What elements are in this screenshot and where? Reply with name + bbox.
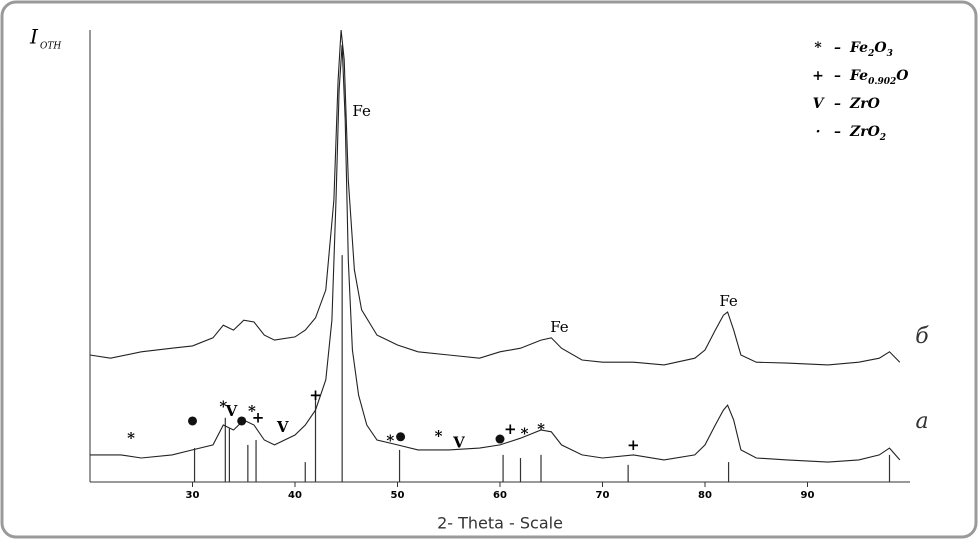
- legend-subscript: 0.902: [868, 77, 896, 87]
- legend-symbol: +: [812, 68, 824, 84]
- legend-symbol: V: [813, 96, 826, 112]
- phase-marker: *: [435, 427, 443, 445]
- x-tick-label: 30: [186, 490, 200, 501]
- phase-marker: [237, 416, 247, 426]
- phase-marker: [188, 416, 197, 426]
- x-tick-label: 60: [493, 490, 507, 501]
- legend-text: ZrO: [849, 96, 881, 112]
- phase-marker: *: [537, 420, 545, 438]
- legend-symbol: ·: [816, 124, 821, 140]
- data-line: [90, 44, 901, 463]
- legend-text: O: [896, 68, 909, 84]
- x-tick-label: 40: [288, 490, 302, 501]
- legend-text: Fe: [849, 68, 868, 84]
- peak-label: Fe: [352, 102, 371, 120]
- phase-marker: +: [252, 409, 265, 427]
- peak-label: Fe: [719, 292, 738, 310]
- x-tick-label: 90: [801, 490, 815, 501]
- legend-text: O: [874, 40, 887, 56]
- x-tick-label: 70: [596, 490, 610, 501]
- series-label: а: [915, 409, 928, 434]
- legend-subscript: 2: [867, 49, 874, 59]
- phase-marker: [396, 432, 406, 442]
- phase-marker: *: [521, 425, 529, 443]
- legend-label: ZrO2: [849, 124, 886, 143]
- y-axis-label: I: [29, 25, 39, 49]
- x-axis-label: 2- Theta - Scale: [437, 514, 563, 533]
- data-line: [89, 29, 901, 366]
- phase-marker: [495, 434, 505, 444]
- phase-marker: *: [127, 429, 135, 447]
- legend-dash: –: [834, 96, 841, 112]
- legend-label: Fe0.902O: [849, 68, 909, 87]
- legend-dash: –: [834, 68, 841, 84]
- phase-marker: +: [627, 436, 640, 454]
- legend-dash: –: [834, 40, 841, 56]
- x-tick-label: 80: [698, 490, 712, 501]
- series-label: б: [915, 324, 929, 349]
- phase-marker: *: [219, 397, 227, 415]
- phase-marker: +: [504, 420, 517, 438]
- phase-marker: V: [225, 402, 238, 420]
- legend-subscript: 2: [879, 133, 886, 143]
- phase-marker: V: [276, 418, 289, 436]
- legend-text: Fe: [849, 40, 868, 56]
- legend-label: ZrO: [849, 96, 881, 112]
- peak-label: Fe: [550, 318, 569, 336]
- phase-marker: V: [452, 434, 465, 452]
- legend-symbol: *: [814, 40, 822, 56]
- legend-label: Fe2O3: [849, 40, 893, 59]
- legend-text: ZrO: [849, 124, 881, 140]
- x-tick-label: 50: [391, 490, 405, 501]
- phase-marker: +: [309, 386, 322, 404]
- y-axis-label-sub: ОТН: [40, 42, 61, 52]
- phase-marker: *: [248, 402, 256, 420]
- legend-dash: –: [834, 124, 841, 140]
- phase-marker: *: [386, 431, 394, 449]
- legend-subscript: 3: [887, 49, 893, 59]
